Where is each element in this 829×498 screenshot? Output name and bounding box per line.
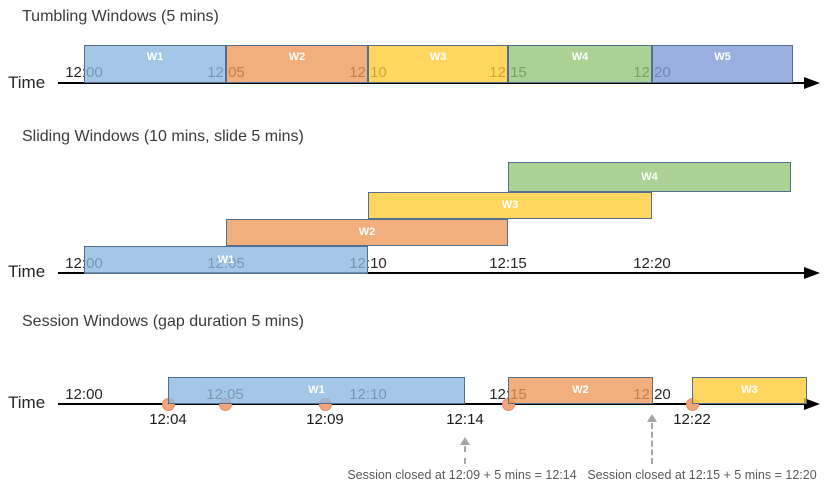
window-box-tumbling-w1 bbox=[84, 45, 226, 83]
tick-label-sliding: 12:15 bbox=[489, 255, 527, 272]
event-time-label: 12:22 bbox=[673, 411, 711, 428]
tick-label-sliding: 12:20 bbox=[633, 255, 671, 272]
event-time-label: 12:09 bbox=[306, 411, 344, 428]
time-axis-label-session: Time bbox=[8, 393, 46, 412]
window-box-sliding-w4 bbox=[508, 162, 791, 192]
window-box-tumbling-w5 bbox=[652, 45, 793, 83]
window-label-session-w1: W1 bbox=[308, 384, 325, 396]
window-label-sliding-w2: W2 bbox=[358, 226, 376, 238]
time-axis-arrowhead-icon bbox=[804, 77, 820, 89]
window-label-session-w3: W3 bbox=[741, 384, 758, 396]
section-title-tumbling: Tumbling Windows (5 mins) bbox=[22, 8, 219, 25]
section-title-session: Session Windows (gap duration 5 mins) bbox=[22, 313, 304, 330]
window-box-session-w3 bbox=[692, 377, 807, 404]
window-box-tumbling-w2 bbox=[226, 45, 368, 83]
window-label-sliding-w1: W1 bbox=[217, 254, 235, 266]
time-axis-line-tumbling bbox=[58, 82, 806, 84]
event-time-label: 12:04 bbox=[149, 411, 187, 428]
session-close-note: Session closed at 12:15 + 5 mins = 12:20 bbox=[587, 468, 817, 482]
window-box-tumbling-w3 bbox=[368, 45, 508, 83]
time-axis-arrowhead-icon bbox=[804, 398, 820, 410]
window-label-session-w2: W2 bbox=[572, 384, 589, 396]
window-label-tumbling-w3: W3 bbox=[429, 51, 447, 63]
window-box-sliding-w3 bbox=[368, 192, 652, 219]
time-axis-label-sliding: Time bbox=[8, 262, 46, 281]
window-box-session-w2 bbox=[508, 377, 653, 404]
window-label-tumbling-w4: W4 bbox=[571, 51, 589, 63]
session-close-note: Session closed at 12:09 + 5 mins = 12:14 bbox=[347, 468, 577, 482]
session-close-arrow-icon bbox=[460, 437, 470, 445]
time-axis-line-sliding bbox=[58, 272, 806, 274]
window-label-sliding-w4: W4 bbox=[641, 171, 658, 183]
window-box-sliding-w1 bbox=[84, 246, 368, 274]
tick-label-session: 12:00 bbox=[65, 386, 103, 403]
window-box-sliding-w2 bbox=[226, 219, 508, 246]
window-label-tumbling-w2: W2 bbox=[288, 51, 306, 63]
section-title-sliding: Sliding Windows (10 mins, slide 5 mins) bbox=[22, 128, 304, 145]
time-axis-arrowhead-icon bbox=[804, 267, 820, 279]
window-box-tumbling-w4 bbox=[508, 45, 652, 83]
session-close-arrow-line bbox=[651, 423, 653, 464]
window-label-sliding-w3: W3 bbox=[501, 199, 519, 211]
time-axis-label-tumbling: Time bbox=[8, 73, 46, 92]
window-label-tumbling-w5: W5 bbox=[714, 51, 731, 63]
time-axis-line-session bbox=[58, 403, 806, 405]
session-close-arrow-line bbox=[464, 446, 466, 464]
window-box-session-w1 bbox=[168, 377, 465, 404]
window-label-tumbling-w1: W1 bbox=[146, 51, 164, 63]
session-close-arrow-icon bbox=[647, 414, 657, 422]
event-time-label: 12:14 bbox=[446, 411, 484, 428]
